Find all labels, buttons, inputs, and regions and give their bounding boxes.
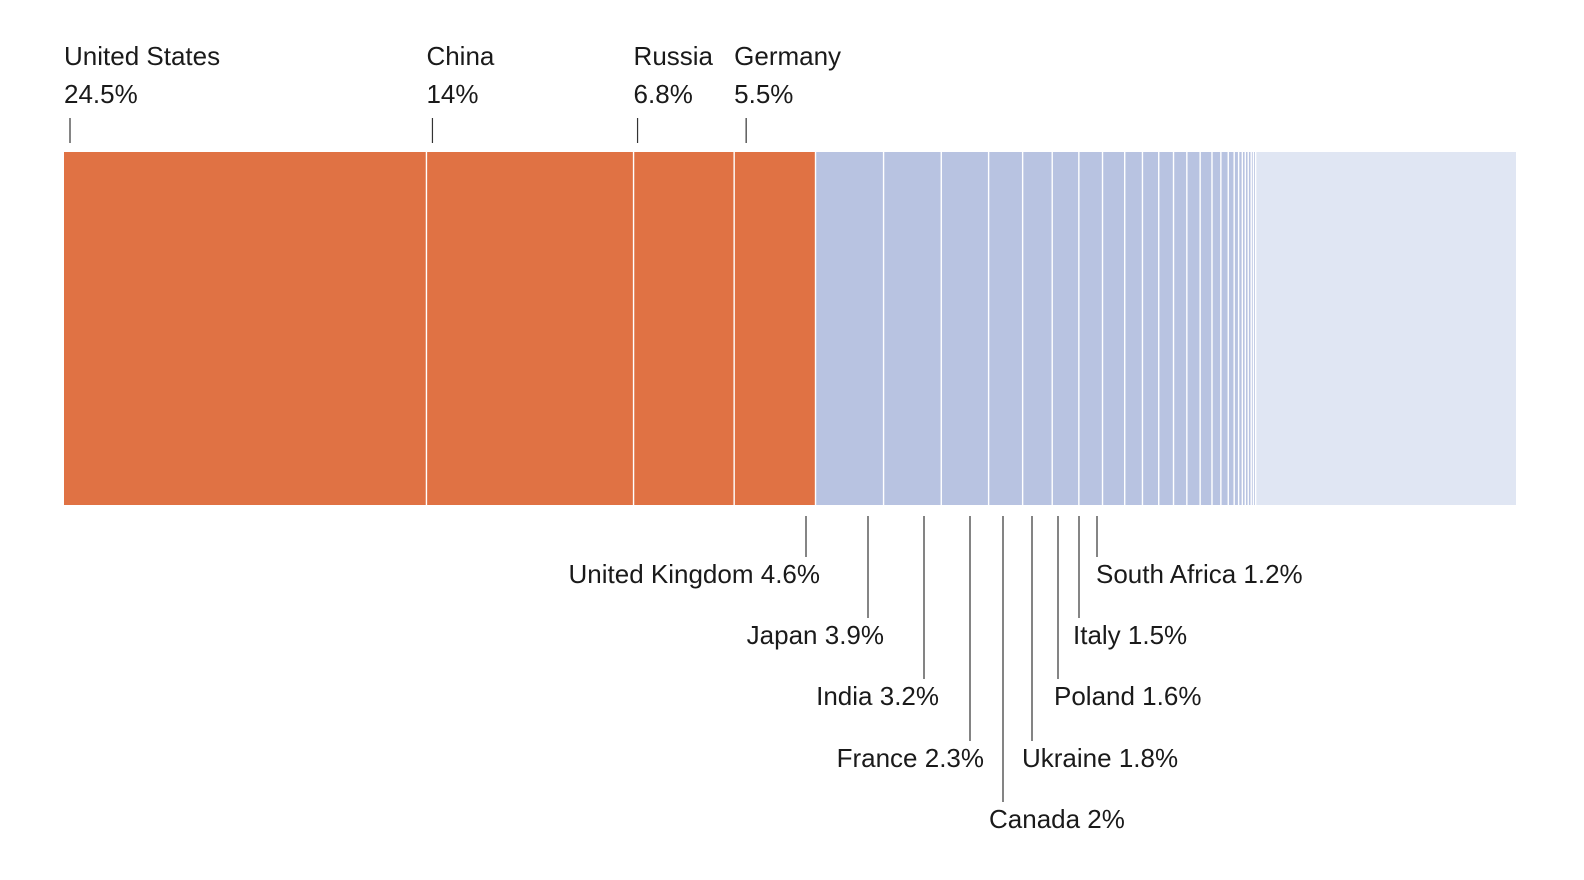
- bar-other-1: [1142, 152, 1159, 505]
- segment-dividers: [425, 152, 1257, 505]
- bar-russia: [633, 152, 735, 505]
- label-russia-name: Russia: [634, 41, 714, 71]
- label-india: India 3.2%: [816, 681, 939, 711]
- label-germany-value: 5.5%: [734, 79, 793, 109]
- label-poland: Poland 1.6%: [1054, 681, 1201, 711]
- leader-lines: [69, 118, 1098, 802]
- label-canada: Canada 2%: [989, 804, 1125, 834]
- label-japan: Japan 3.9%: [747, 620, 884, 650]
- bar-germany: [734, 152, 816, 505]
- label-china-value: 14%: [426, 79, 478, 109]
- bar-other-6: [1211, 152, 1221, 505]
- bar-remainder: [1255, 152, 1516, 505]
- bar-china: [426, 152, 634, 505]
- bar-segments: [64, 152, 1516, 505]
- bar-other-12: [1245, 152, 1249, 505]
- bar-other-7: [1220, 152, 1229, 505]
- bar-other-8: [1228, 152, 1235, 505]
- bar-poland: [1078, 152, 1103, 505]
- label-russia-value: 6.8%: [634, 79, 693, 109]
- label-germany-name: Germany: [734, 41, 841, 71]
- label-france: France 2.3%: [837, 743, 984, 773]
- label-italy: Italy 1.5%: [1073, 620, 1187, 650]
- bar-italy: [1102, 152, 1125, 505]
- label-ukraine: Ukraine 1.8%: [1022, 743, 1178, 773]
- bar-united-kingdom: [815, 152, 884, 505]
- bar-other-9: [1234, 152, 1239, 505]
- bar-other-4: [1186, 152, 1201, 505]
- label-united-states-value: 24.5%: [64, 79, 138, 109]
- label-united-states-name: United States: [64, 41, 220, 71]
- label-united-kingdom: United Kingdom 4.6%: [569, 559, 820, 589]
- segment-labels: United States 24.5% China 14% Russia 6.8% Germ…: [64, 41, 1303, 834]
- bar-japan: [883, 152, 942, 505]
- bar-other-15: [1253, 152, 1256, 505]
- bar-other-2: [1158, 152, 1174, 505]
- bar-canada: [1022, 152, 1053, 505]
- bar-south-africa: [1124, 152, 1143, 505]
- bar-france: [988, 152, 1023, 505]
- label-south-africa: South Africa 1.2%: [1096, 559, 1303, 589]
- bar-other-11: [1242, 152, 1246, 505]
- bar-other-10: [1238, 152, 1243, 505]
- label-china-name: China: [426, 41, 494, 71]
- bar-other-5: [1200, 152, 1212, 505]
- bar-india: [941, 152, 989, 505]
- bar-ukraine: [1052, 152, 1079, 505]
- bar-other-13: [1248, 152, 1252, 505]
- bar-other-3: [1173, 152, 1187, 505]
- bar-other-14: [1251, 152, 1254, 505]
- bar-united-states: [64, 152, 427, 505]
